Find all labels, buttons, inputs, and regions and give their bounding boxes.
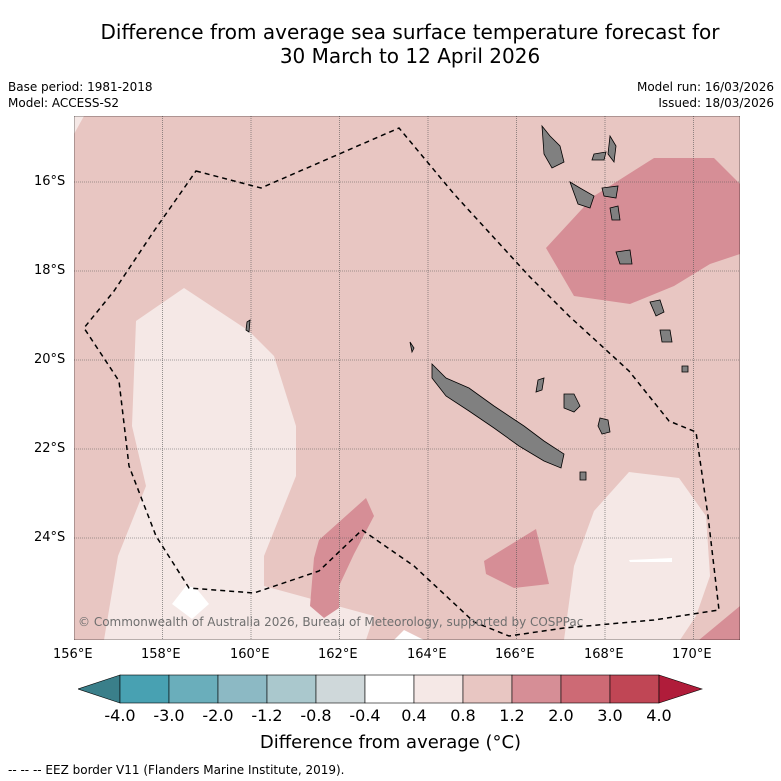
vanuatu-island	[591, 151, 607, 161]
lon-tick: 168°E	[584, 647, 624, 662]
anomaly-near-zero-region	[172, 586, 209, 619]
vanuatu-island	[615, 249, 633, 265]
colorbar-segment	[266, 674, 317, 704]
lon-tick: 170°E	[672, 647, 712, 662]
vanuatu-island	[609, 205, 621, 221]
graticule	[74, 116, 740, 640]
lon-tick: 164°E	[407, 647, 447, 662]
colorbar-tick-label: -2.0	[202, 706, 234, 725]
lat-tick: 20°S	[34, 352, 66, 367]
colorbar-extend-high	[658, 674, 703, 704]
colorbar-tick-label: 0.4	[401, 706, 427, 725]
colorbar-segment	[217, 674, 268, 704]
colorbar-segment	[511, 674, 562, 704]
issued-date: Issued: 18/03/2026	[658, 96, 774, 110]
lon-tick: 160°E	[230, 647, 270, 662]
loyalty-island	[563, 393, 581, 413]
colorbar-tick-label: -0.8	[300, 706, 332, 725]
vanuatu-island	[601, 185, 619, 199]
colorbar-tick-label: 3.0	[597, 706, 623, 725]
vanuatu-island	[649, 299, 665, 317]
loyalty-island	[597, 417, 611, 435]
colorbar-segment	[462, 674, 513, 704]
colorbar-tick-label: 2.0	[548, 706, 574, 725]
lon-tick: 156°E	[53, 647, 93, 662]
colorbar	[78, 674, 703, 704]
copyright-notice: © Commonwealth of Australia 2026, Bureau…	[78, 615, 583, 629]
colorbar-segment	[168, 674, 219, 704]
colorbar-segment	[364, 674, 415, 704]
loyalty-island	[535, 377, 545, 393]
colorbar-segment	[119, 674, 170, 704]
island	[245, 319, 251, 333]
colorbar-segment	[560, 674, 611, 704]
vanuatu-island	[681, 365, 689, 373]
model-name: Model: ACCESS-S2	[8, 96, 120, 110]
land-masses	[245, 124, 689, 481]
anomaly-warm-region	[546, 158, 740, 304]
lon-tick: 162°E	[318, 647, 358, 662]
colorbar-tick-label: -0.4	[349, 706, 381, 725]
base-period: Base period: 1981-2018	[8, 80, 153, 94]
lat-tick: 16°S	[34, 174, 66, 189]
anomaly-warm-region	[310, 498, 374, 618]
colorbar-tick-label: -3.0	[153, 706, 185, 725]
colorbar-tick-label: 1.2	[499, 706, 525, 725]
island	[579, 471, 587, 481]
colorbar-segment	[609, 674, 660, 704]
vanuatu-island	[541, 124, 565, 169]
lat-tick: 18°S	[34, 263, 66, 278]
model-run: Model run: 16/03/2026	[636, 80, 774, 94]
vanuatu-island	[569, 181, 595, 209]
colorbar-segment	[315, 674, 366, 704]
lon-tick: 158°E	[141, 647, 181, 662]
colorbar-extend-low	[78, 674, 121, 704]
colorbar-tick-label: 4.0	[646, 706, 672, 725]
new-caledonia-land	[431, 363, 565, 469]
colorbar-title: Difference from average (°C)	[259, 732, 522, 753]
anomaly-light-region	[564, 472, 710, 640]
lon-tick: 166°E	[495, 647, 535, 662]
colorbar-segment	[413, 674, 464, 704]
vanuatu-island	[659, 329, 673, 343]
anomaly-near-zero-region	[629, 558, 672, 562]
eez-border	[83, 127, 720, 637]
island	[409, 341, 415, 354]
lat-tick: 22°S	[34, 441, 66, 456]
vanuatu-island	[607, 134, 617, 164]
map-title: Difference from average sea surface temp…	[100, 20, 720, 44]
anomaly-warm-region	[699, 606, 740, 640]
anomaly-light-region	[74, 116, 84, 134]
colorbar-tick-label: 0.8	[450, 706, 476, 725]
map-subtitle: 30 March to 12 April 2026	[279, 44, 541, 68]
anomaly-near-zero-region	[394, 630, 424, 640]
colorbar-tick-label: -1.2	[251, 706, 283, 725]
eez-footnote: -- -- -- EEZ border V11 (Flanders Marine…	[8, 763, 345, 777]
anomaly-light-region	[104, 288, 374, 640]
lat-tick: 24°S	[34, 530, 66, 545]
colorbar-tick-label: -4.0	[104, 706, 136, 725]
map-panel: © Commonwealth of Australia 2026, Bureau…	[74, 116, 740, 640]
